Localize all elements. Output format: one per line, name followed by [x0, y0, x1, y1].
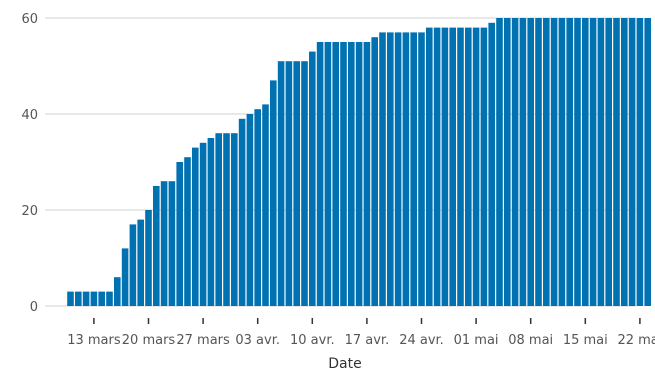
bar: [90, 291, 98, 306]
bar: [496, 18, 503, 306]
y-tick-label: 0: [30, 300, 38, 315]
bar: [129, 224, 137, 306]
bar: [238, 118, 246, 306]
bar: [137, 219, 144, 306]
x-tick-label: 20 mars: [122, 333, 176, 348]
bar: [597, 18, 605, 306]
bar: [589, 18, 597, 306]
bar: [519, 18, 527, 306]
bar: [605, 18, 612, 306]
bar: [465, 27, 472, 306]
bar: [285, 61, 293, 307]
x-axis-title: Date: [328, 356, 361, 371]
bar: [488, 22, 495, 307]
bar: [535, 18, 542, 306]
y-axis-ticks: 0 20 40 60: [21, 12, 38, 315]
bar: [121, 248, 129, 306]
bar: [410, 32, 417, 307]
bar: [613, 18, 620, 306]
bar: [309, 51, 316, 306]
bar: [348, 42, 355, 306]
bar: [316, 42, 324, 306]
bar: [527, 18, 534, 306]
bar: [582, 18, 589, 306]
bar: [262, 104, 269, 307]
bar: [340, 42, 347, 306]
bar: [324, 42, 332, 306]
bar: [644, 18, 651, 306]
bar: [566, 18, 573, 306]
bar: [223, 133, 230, 306]
bar: [176, 162, 183, 306]
bar: [270, 80, 277, 307]
bar: [394, 32, 402, 307]
x-tick-label: 01 mai: [454, 333, 499, 348]
bar: [621, 18, 628, 306]
y-tick-label: 40: [21, 108, 38, 123]
bar: [301, 61, 308, 307]
bar: [207, 138, 215, 306]
bar: [355, 42, 363, 306]
bar: [231, 133, 238, 306]
bar: [293, 61, 300, 307]
bar: [246, 114, 254, 306]
x-tick-label: 17 avr.: [345, 333, 390, 348]
bar: [457, 27, 464, 306]
bar: [628, 18, 636, 306]
bar: [387, 32, 394, 307]
bar: [449, 27, 456, 306]
bar: [106, 291, 113, 306]
bar: [184, 157, 191, 306]
x-tick-label: 22 mai: [617, 333, 655, 348]
x-tick-label: 13 mars: [67, 333, 121, 348]
bar: [433, 27, 441, 306]
bar: [472, 27, 480, 306]
x-tick-label: 15 mai: [563, 333, 608, 348]
bar: [418, 32, 425, 307]
x-tick-label: 08 mai: [508, 333, 553, 348]
bar: [160, 181, 168, 306]
x-axis-ticks: 13 mars 20 mars 27 mars 03 avr. 10 avr. 17 av…: [67, 318, 655, 348]
bar: [426, 27, 433, 306]
bar: [277, 61, 285, 307]
bar: [363, 42, 371, 306]
bar: [636, 18, 644, 306]
x-tick-label: 24 avr.: [399, 333, 444, 348]
bar: [379, 32, 386, 307]
y-tick-label: 20: [21, 204, 38, 219]
y-tick-label: 60: [21, 12, 38, 27]
bar: [441, 27, 449, 306]
bar: [153, 186, 160, 306]
x-tick-label: 10 avr.: [290, 333, 335, 348]
bar: [215, 133, 222, 306]
bar: [511, 18, 519, 306]
bar: [168, 181, 176, 306]
bar: [67, 291, 74, 306]
bar: [199, 142, 207, 306]
bar: [98, 291, 105, 306]
bar: [550, 18, 558, 306]
bar: [543, 18, 550, 306]
bar: [332, 42, 339, 306]
bar: [75, 291, 82, 306]
bar: [574, 18, 581, 306]
bar: [558, 18, 566, 306]
bar: [82, 291, 90, 306]
x-tick-label: 27 mars: [176, 333, 230, 348]
bar: [402, 32, 410, 307]
bar: [371, 37, 378, 306]
bar: [114, 277, 121, 306]
bar: [192, 147, 199, 306]
bar: [254, 109, 261, 306]
bar: [480, 27, 488, 306]
bar: [504, 18, 511, 306]
bar: [145, 210, 152, 306]
x-tick-label: 03 avr.: [235, 333, 280, 348]
bars: [67, 18, 651, 307]
